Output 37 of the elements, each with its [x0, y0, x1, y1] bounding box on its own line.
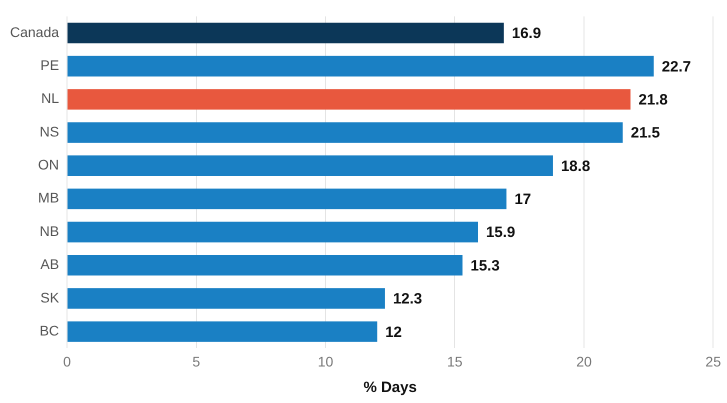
bar [68, 222, 478, 242]
y-tick-label: NB [40, 222, 60, 239]
y-tick-label: NL [41, 90, 60, 106]
x-tick-label: 0 [63, 353, 72, 370]
y-tick-label: MB [38, 190, 60, 206]
y-tick-label: PE [40, 57, 60, 74]
y-tick-label: NS [40, 123, 60, 140]
y-tick-label: Canada [10, 24, 60, 40]
x-tick-label: 10 [318, 353, 334, 370]
bar [68, 288, 385, 309]
y-tick-label: BC [40, 322, 60, 338]
data-label: 15.9 [486, 224, 516, 242]
data-label: 21.5 [630, 124, 660, 142]
bar [68, 254, 462, 276]
x-tick-label: 25 [705, 353, 722, 370]
data-label: 16.9 [512, 25, 542, 42]
bar [68, 56, 654, 76]
bar [68, 321, 378, 342]
data-label: 12.3 [392, 290, 422, 308]
bar [68, 122, 623, 143]
data-label: 18.8 [560, 158, 590, 175]
y-tick-label: AB [40, 256, 60, 272]
data-label: 17 [514, 191, 532, 208]
y-tick-label: SK [40, 289, 60, 306]
data-label: 12 [385, 324, 402, 341]
x-tick-label: 5 [192, 353, 200, 370]
bar [68, 155, 553, 176]
bar [68, 89, 631, 110]
y-tick-label: ON [38, 156, 60, 173]
x-axis-title: % Days [363, 379, 417, 396]
x-tick-label: 20 [576, 353, 592, 370]
data-label: 21.8 [638, 91, 668, 108]
x-tick-label: 15 [446, 353, 463, 370]
data-label: 15.3 [470, 257, 500, 274]
bar [68, 22, 504, 44]
bar [68, 188, 506, 210]
data-label: 22.7 [662, 58, 691, 76]
